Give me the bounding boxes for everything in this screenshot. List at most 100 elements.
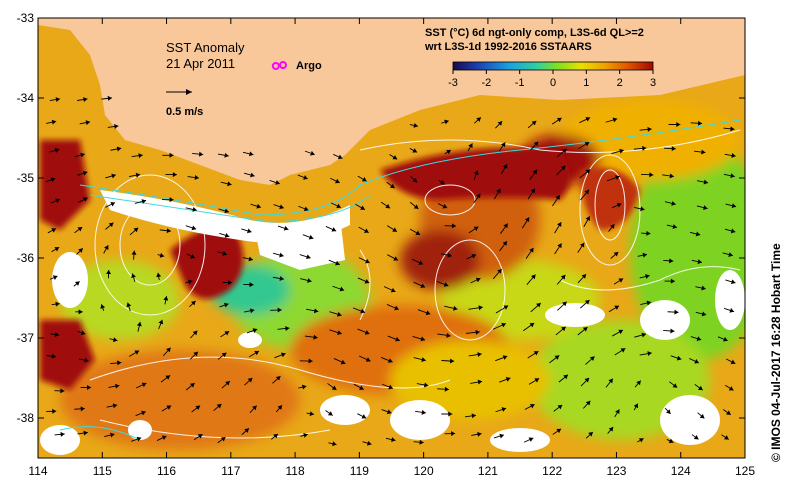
velocity-arrowhead: [615, 175, 620, 180]
velocity-arrowhead: [224, 331, 230, 336]
velocity-arrowhead: [60, 431, 65, 437]
sst-field: [38, 18, 745, 458]
y-tick-label: -38: [17, 411, 35, 425]
velocity-arrowhead: [221, 352, 227, 358]
velocity-arrowhead: [581, 274, 587, 279]
velocity-arrowhead: [126, 302, 132, 308]
velocity-arrowhead: [496, 188, 501, 194]
velocity-arrowhead: [279, 276, 284, 281]
velocity-arrowhead: [647, 351, 652, 357]
velocity-arrowhead: [339, 286, 345, 292]
velocity-arrowhead: [159, 252, 165, 258]
velocity-vectors: [45, 95, 737, 447]
velocity-arrowhead: [85, 120, 91, 126]
velocity-arrowhead: [303, 175, 308, 180]
velocity-arrowhead: [616, 202, 622, 208]
velocity-arrowhead: [649, 172, 654, 178]
velocity-arrowhead: [532, 169, 538, 175]
velocity-arrowhead: [730, 126, 735, 132]
velocity-arrowhead: [448, 411, 453, 417]
velocity-arrowhead: [301, 384, 307, 390]
x-tick-label: 119: [350, 464, 369, 478]
colorbar-tick-label: 0: [550, 77, 556, 89]
velocity-arrowhead: [554, 355, 560, 360]
velocity-arrowhead: [394, 305, 399, 311]
velocity-arrowhead: [310, 150, 315, 156]
velocity-arrowhead: [250, 172, 255, 178]
header-line-2: wrt L3S-1d 1992-2016 SSTAARS: [424, 41, 592, 53]
velocity-arrowhead: [529, 323, 535, 328]
velocity-arrowhead: [413, 122, 418, 128]
velocity-arrowhead: [252, 405, 257, 411]
velocity-arrowhead: [560, 274, 566, 280]
velocity-arrowhead: [361, 414, 367, 419]
no-data-gaps: [40, 190, 745, 455]
velocity-arrowhead: [447, 252, 452, 258]
velocity-arrowhead: [642, 145, 647, 151]
scale-label: 0.5 m/s: [166, 106, 203, 118]
velocity-arrowhead: [556, 117, 562, 123]
velocity-arrowhead: [529, 403, 535, 409]
velocity-arrowhead: [641, 332, 646, 338]
velocity-arrowhead: [51, 119, 57, 125]
velocity-arrowhead: [133, 227, 139, 233]
velocity-arrowhead: [337, 311, 342, 317]
velocity-arrowhead: [560, 165, 566, 171]
velocity-arrowhead: [730, 173, 735, 179]
velocity-arrowhead: [701, 311, 707, 317]
velocity-arrowhead: [141, 199, 147, 204]
velocity-arrowhead: [303, 432, 308, 438]
velocity-arrowhead: [698, 385, 703, 391]
velocity-arrowhead: [531, 120, 537, 126]
velocity-arrowhead: [475, 193, 481, 199]
velocity-arrowhead: [528, 437, 534, 442]
velocity-arrowhead: [588, 432, 593, 437]
velocity-arrowhead: [421, 357, 426, 362]
velocity-arrowhead: [114, 124, 119, 129]
y-tick-label: -37: [17, 331, 35, 345]
velocity-arrowhead: [670, 278, 675, 284]
velocity-arrowhead: [563, 374, 568, 380]
velocity-arrowhead: [227, 181, 232, 187]
velocity-arrowhead: [557, 404, 563, 410]
x-tick-label: 123: [606, 464, 626, 478]
colorbar-ramp: [452, 61, 654, 71]
velocity-arrowhead: [361, 177, 367, 182]
velocity-arrowhead: [556, 428, 562, 434]
velocity-arrowhead: [669, 258, 674, 264]
velocity-arrowhead: [189, 383, 195, 388]
velocity-arrowhead: [729, 308, 735, 313]
velocity-arrowhead: [723, 336, 728, 342]
velocity-arrowhead: [589, 356, 595, 361]
velocity-arrowhead: [478, 305, 483, 311]
velocity-arrowhead: [421, 409, 426, 415]
velocity-arrowhead: [584, 377, 590, 383]
velocity-arrowhead: [477, 379, 483, 385]
velocity-arrowhead: [499, 433, 504, 439]
velocity-arrowhead: [387, 358, 393, 363]
velocity-arrowhead: [136, 321, 142, 327]
velocity-arrowhead: [415, 230, 421, 235]
velocity-arrowhead: [216, 403, 222, 409]
velocity-arrowhead: [584, 142, 590, 147]
velocity-arrowhead: [331, 227, 337, 232]
velocity-arrowhead: [337, 330, 342, 335]
velocity-arrowhead: [83, 97, 88, 103]
velocity-arrowhead: [74, 281, 80, 286]
velocity-arrowhead: [670, 328, 675, 334]
velocity-arrowhead: [386, 409, 392, 415]
velocity-arrowhead: [468, 143, 473, 149]
velocity-arrowhead: [192, 206, 197, 212]
velocity-arrowhead: [244, 428, 249, 433]
velocity-arrowhead: [306, 254, 311, 260]
velocity-arrowhead: [612, 117, 618, 123]
velocity-arrowhead: [446, 150, 451, 155]
colorbar-tick-label: 2: [617, 77, 623, 89]
velocity-arrowhead: [585, 400, 591, 406]
velocity-arrowhead: [115, 383, 120, 389]
velocity-arrowhead: [703, 205, 708, 211]
velocity-arrowhead: [423, 382, 429, 388]
velocity-arrowhead: [366, 440, 372, 446]
velocity-arrowhead: [703, 179, 709, 185]
velocity-arrowhead: [642, 252, 647, 258]
